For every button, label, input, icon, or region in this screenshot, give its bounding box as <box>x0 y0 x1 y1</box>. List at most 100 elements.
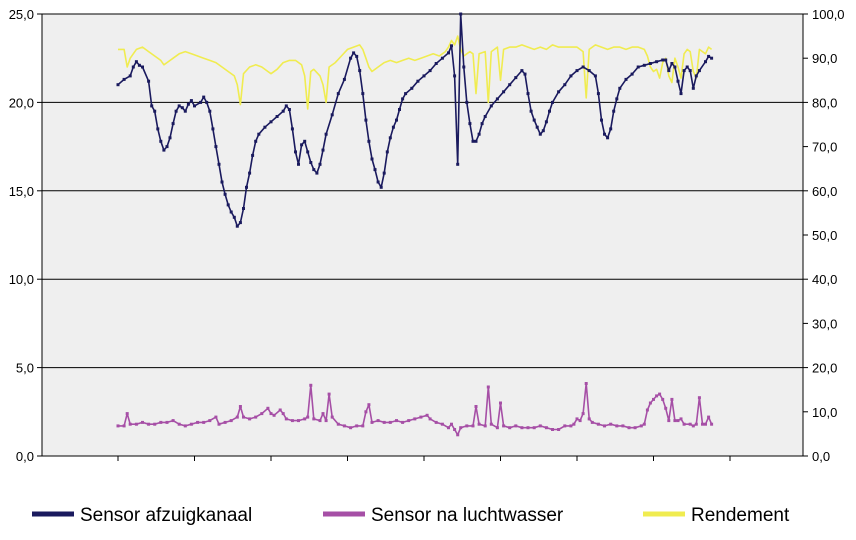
data-point <box>691 424 695 428</box>
data-point <box>440 422 444 426</box>
data-point <box>223 192 227 196</box>
data-point <box>642 422 646 426</box>
data-point <box>544 426 548 430</box>
data-point <box>459 426 463 430</box>
data-point <box>128 422 132 426</box>
data-point <box>373 168 377 172</box>
series-rendement <box>118 35 713 110</box>
series-layer <box>116 12 714 437</box>
data-point <box>284 417 288 421</box>
right-tick-label: 80,0 <box>812 95 837 110</box>
data-point <box>401 420 405 424</box>
data-point <box>600 118 603 122</box>
data-point <box>214 415 218 419</box>
data-point <box>318 419 322 423</box>
data-point <box>379 185 383 189</box>
data-point <box>508 83 512 87</box>
data-point <box>480 122 484 126</box>
data-point <box>532 426 536 430</box>
data-point <box>615 424 619 428</box>
data-point <box>171 122 175 126</box>
plot-area <box>42 14 803 456</box>
data-point <box>404 92 408 96</box>
data-point <box>137 63 141 67</box>
data-point <box>238 221 242 225</box>
data-point <box>447 426 450 430</box>
data-point <box>707 415 711 419</box>
data-point <box>189 422 193 426</box>
data-point <box>648 62 652 65</box>
data-point <box>697 396 701 400</box>
x-axis <box>42 455 803 461</box>
data-point <box>358 69 362 73</box>
data-point <box>667 69 671 73</box>
data-point <box>688 69 692 73</box>
left-tick-label: 25,0 <box>9 7 34 22</box>
data-point <box>248 171 252 175</box>
data-point <box>122 424 126 428</box>
data-point <box>355 54 359 58</box>
data-point <box>315 171 319 175</box>
data-point <box>342 77 346 81</box>
data-point <box>483 115 487 118</box>
data-point <box>615 97 619 101</box>
data-point <box>278 408 282 412</box>
data-point <box>398 108 401 111</box>
data-point <box>330 113 334 117</box>
series-line <box>118 35 713 110</box>
data-point <box>235 224 239 228</box>
data-point <box>238 405 242 408</box>
data-point <box>254 415 258 419</box>
data-point <box>413 417 417 421</box>
data-point <box>465 100 469 104</box>
data-point <box>257 132 261 136</box>
data-point <box>532 118 536 122</box>
data-point <box>523 72 527 76</box>
data-point <box>474 139 478 143</box>
data-point <box>701 422 704 426</box>
right-tick-label: 50,0 <box>812 228 837 243</box>
data-point <box>593 74 597 78</box>
data-point <box>168 136 172 140</box>
data-point <box>587 417 591 421</box>
data-point <box>128 74 132 78</box>
data-point <box>321 148 325 152</box>
data-point <box>710 422 714 426</box>
data-point <box>456 162 460 166</box>
data-point <box>596 92 600 96</box>
data-point <box>548 109 551 113</box>
data-point <box>382 420 386 424</box>
data-point <box>147 79 151 83</box>
data-point <box>165 145 169 149</box>
data-point <box>584 382 588 385</box>
data-point <box>199 100 203 104</box>
data-point <box>245 185 248 189</box>
data-point <box>263 125 267 129</box>
data-point <box>382 171 386 175</box>
data-point <box>223 420 227 424</box>
right-tick-label: 0,0 <box>812 449 830 464</box>
data-point <box>300 143 304 147</box>
data-point <box>284 104 288 108</box>
data-point <box>590 420 594 424</box>
data-point <box>324 132 328 136</box>
data-point <box>425 413 429 417</box>
data-point <box>676 79 680 83</box>
data-point <box>395 419 398 423</box>
data-point <box>217 162 221 166</box>
data-point <box>673 65 677 69</box>
data-point <box>370 157 374 161</box>
data-point <box>306 150 310 154</box>
data-point <box>707 54 711 58</box>
data-point <box>281 109 285 113</box>
data-point <box>367 403 371 407</box>
data-point <box>306 415 310 419</box>
right-tick-label: 100,0 <box>812 7 845 22</box>
data-point <box>134 60 138 64</box>
data-point <box>636 65 640 69</box>
data-point <box>251 153 255 157</box>
data-point <box>502 424 506 428</box>
data-point <box>242 415 245 419</box>
data-point <box>275 115 279 118</box>
data-point <box>229 419 233 423</box>
